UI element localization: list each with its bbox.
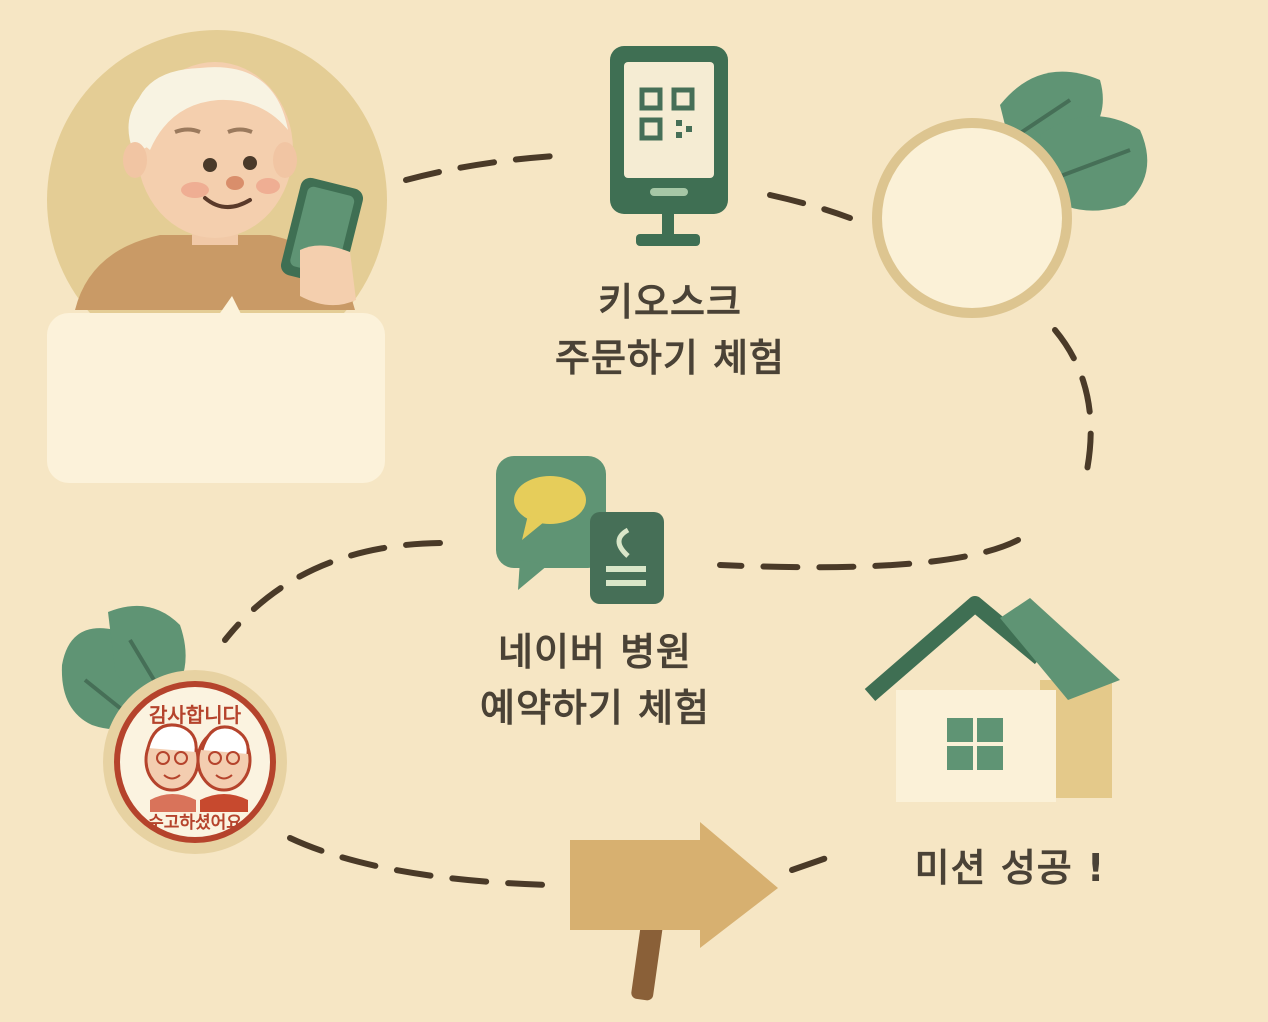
badge-top-text: 감사합니다 xyxy=(149,703,242,727)
grandfather-with-phone-illustration xyxy=(47,30,387,370)
elderly-couple-illustration xyxy=(144,723,252,812)
speech-box xyxy=(47,296,385,483)
kiosk-step-label: 키오스크 주문하기 체험 xyxy=(520,274,820,386)
house-icon xyxy=(864,596,1120,802)
kiosk-label-line-2: 주문하기 체험 xyxy=(555,336,785,380)
arrow-signpost-icon xyxy=(570,822,778,1001)
naver-step-label: 네이버 병원 예약하기 체험 xyxy=(430,624,760,736)
mission-label-line-1: 미션 성공 ! xyxy=(914,846,1106,890)
naver-label-line-2: 예약하기 체험 xyxy=(480,686,710,730)
kiosk-qr-icon xyxy=(610,46,728,246)
thank-you-badge: 감사합니다 수고하셨어요 xyxy=(103,670,287,854)
plant-frame-icon xyxy=(872,71,1148,318)
kiosk-label-line-1: 키오스크 xyxy=(598,280,742,324)
naver-label-line-1: 네이버 병원 xyxy=(497,630,693,674)
mission-success-label: 미션 성공 ! xyxy=(880,840,1140,896)
badge-bottom-text: 수고하셨어요 xyxy=(148,813,242,833)
dashed-path xyxy=(222,152,1094,888)
chat-bubbles-icon xyxy=(496,456,664,604)
